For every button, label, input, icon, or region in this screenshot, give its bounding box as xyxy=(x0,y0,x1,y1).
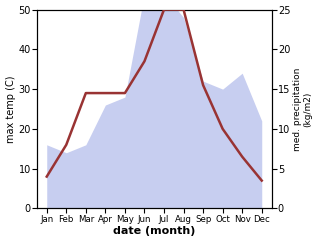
Y-axis label: max temp (C): max temp (C) xyxy=(5,75,16,143)
Y-axis label: med. precipitation
(kg/m2): med. precipitation (kg/m2) xyxy=(293,67,313,151)
X-axis label: date (month): date (month) xyxy=(113,227,196,236)
